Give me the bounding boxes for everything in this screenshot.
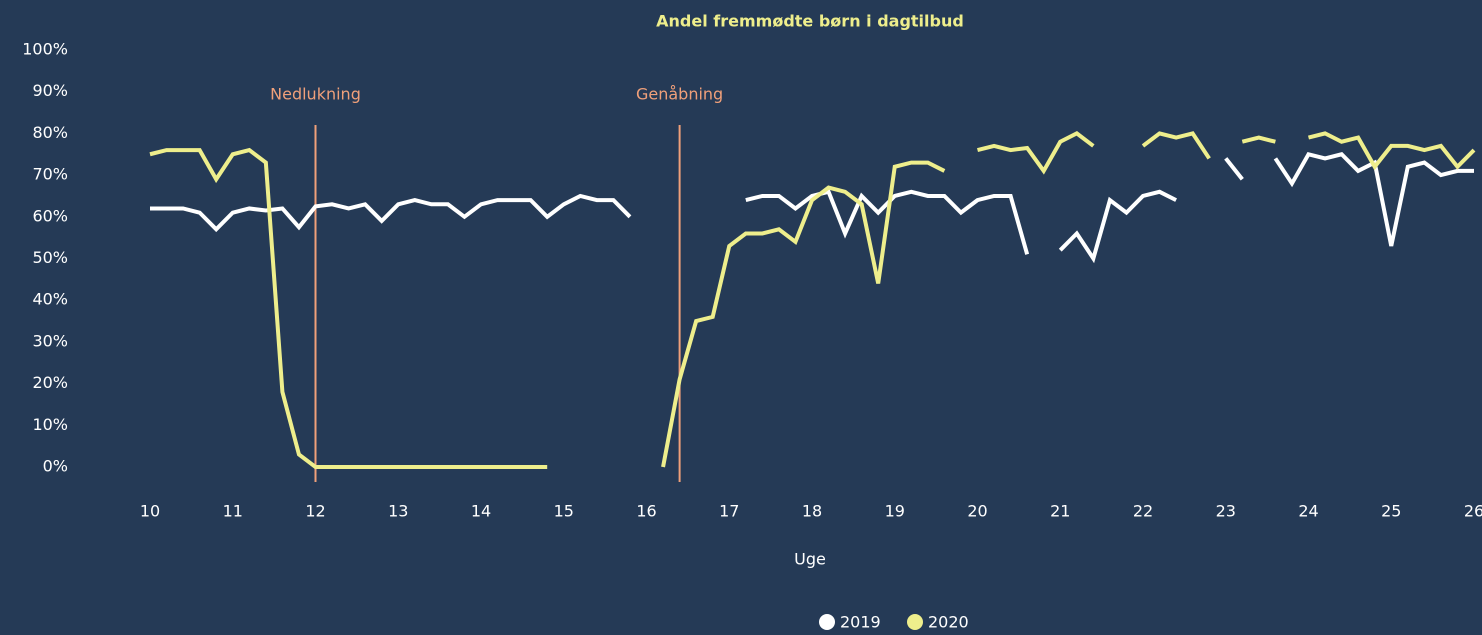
- x-tick-label: 26: [1464, 502, 1482, 521]
- x-tick-label: 23: [1216, 502, 1236, 521]
- y-tick-label: 80%: [32, 123, 68, 142]
- x-tick-label: 21: [1050, 502, 1070, 521]
- x-tick-label: 20: [967, 502, 987, 521]
- y-tick-label: 50%: [32, 248, 68, 267]
- x-tick-label: 18: [802, 502, 822, 521]
- y-tick-label: 40%: [32, 290, 68, 309]
- x-tick-label: 25: [1381, 502, 1401, 521]
- x-tick-label: 14: [471, 502, 491, 521]
- y-tick-label: 20%: [32, 373, 68, 392]
- y-tick-label: 0%: [43, 457, 68, 476]
- x-axis-label: Uge: [794, 550, 826, 569]
- y-tick-label: 70%: [32, 165, 68, 184]
- y-tick-label: 90%: [32, 81, 68, 100]
- legend-swatch: [907, 614, 923, 630]
- annotation-label: Nedlukning: [270, 85, 361, 104]
- legend-swatch: [819, 614, 835, 630]
- y-tick-label: 30%: [32, 331, 68, 350]
- x-tick-label: 10: [140, 502, 160, 521]
- series-line: [149, 131, 1476, 469]
- x-tick-label: 22: [1133, 502, 1153, 521]
- y-tick-label: 60%: [32, 206, 68, 225]
- x-tick-label: 12: [305, 502, 325, 521]
- x-tick-label: 17: [719, 502, 739, 521]
- y-tick-label: 10%: [32, 415, 68, 434]
- legend-label: 2019: [840, 613, 881, 632]
- annotation-label: Genåbning: [636, 85, 723, 104]
- legend-label: 2020: [928, 613, 969, 632]
- x-tick-label: 13: [388, 502, 408, 521]
- x-tick-label: 19: [885, 502, 905, 521]
- x-tick-label: 24: [1298, 502, 1318, 521]
- x-tick-label: 16: [636, 502, 656, 521]
- x-tick-label: 15: [554, 502, 574, 521]
- y-tick-label: 100%: [22, 40, 68, 59]
- chart-title: Andel fremmødte børn i dagtilbud: [656, 12, 964, 31]
- series-line: [150, 151, 1474, 264]
- x-tick-label: 11: [223, 502, 243, 521]
